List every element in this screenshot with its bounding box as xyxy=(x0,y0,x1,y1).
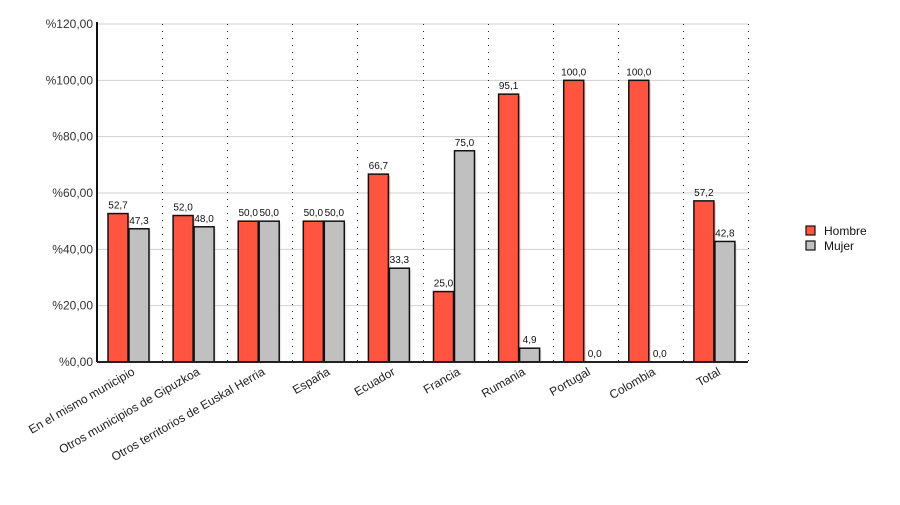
legend-swatch-hombre xyxy=(805,225,816,236)
x-tick-label: Ecuador xyxy=(352,364,398,398)
data-label: 57,2 xyxy=(694,188,714,199)
legend-label-hombre: Hombre xyxy=(824,224,867,238)
y-tick-label: %20,00 xyxy=(52,299,93,313)
x-tick-label: Rumania xyxy=(479,364,528,400)
bar-hombre xyxy=(628,79,650,363)
bar-mujer xyxy=(453,150,476,363)
data-label: 52,0 xyxy=(173,203,193,214)
x-tick-label: Total xyxy=(694,364,723,389)
bar-hombre xyxy=(172,214,194,363)
bar-hombre xyxy=(562,79,585,363)
y-tick-label: %0,00 xyxy=(59,355,93,369)
data-label: 50,0 xyxy=(325,208,345,219)
x-tick-label: España xyxy=(290,364,333,397)
bar-mujer xyxy=(128,228,150,363)
legend-swatch-mujer xyxy=(805,240,816,251)
bar-mujer xyxy=(193,226,215,363)
bar-hombre xyxy=(693,200,715,363)
data-label: 0,0 xyxy=(653,349,667,360)
data-label: 50,0 xyxy=(238,208,258,219)
data-label: 50,0 xyxy=(304,208,324,219)
x-tick-label: Francia xyxy=(421,364,463,396)
data-label: 75,0 xyxy=(455,138,475,149)
bar-mujer xyxy=(518,347,541,363)
data-label: 0,0 xyxy=(588,349,602,360)
data-label: 48,0 xyxy=(194,214,214,225)
y-tick-label: %100,00 xyxy=(46,73,94,87)
data-label: 50,0 xyxy=(259,208,279,219)
data-label: 33,3 xyxy=(390,255,410,266)
bar-hombre xyxy=(107,212,129,363)
data-label: 95,1 xyxy=(499,81,519,92)
bar-mujer xyxy=(714,240,736,363)
data-label: 52,7 xyxy=(108,201,128,212)
y-tick-label: %80,00 xyxy=(52,130,93,144)
x-tick-label: Portugal xyxy=(547,364,593,398)
y-tick-label: %40,00 xyxy=(52,242,93,256)
bar-hombre xyxy=(432,290,455,363)
data-label: 42,8 xyxy=(715,228,735,239)
data-label: 100,0 xyxy=(626,67,651,78)
data-label: 100,0 xyxy=(561,67,586,78)
legend-label-mujer: Mujer xyxy=(824,239,854,253)
bar-hombre xyxy=(497,93,520,363)
data-label: 66,7 xyxy=(369,161,389,172)
bar-mujer xyxy=(258,220,280,363)
data-label: 4,9 xyxy=(523,335,537,346)
data-label: 47,3 xyxy=(129,216,149,227)
x-tick-label: Colombia xyxy=(607,364,658,402)
bar-hombre xyxy=(237,220,259,363)
bar-mujer xyxy=(323,220,346,363)
y-tick-label: %120,00 xyxy=(46,17,94,31)
x-tick-label: En el mismo municipio xyxy=(26,364,137,436)
data-label: 25,0 xyxy=(434,279,454,290)
bar-hombre xyxy=(302,220,325,363)
bar-hombre xyxy=(367,173,390,363)
bar-mujer xyxy=(388,267,411,363)
y-tick-label: %60,00 xyxy=(52,186,93,200)
